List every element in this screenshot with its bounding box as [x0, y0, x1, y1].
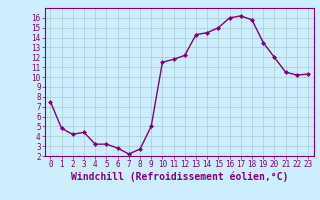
X-axis label: Windchill (Refroidissement éolien,°C): Windchill (Refroidissement éolien,°C) [70, 172, 288, 182]
